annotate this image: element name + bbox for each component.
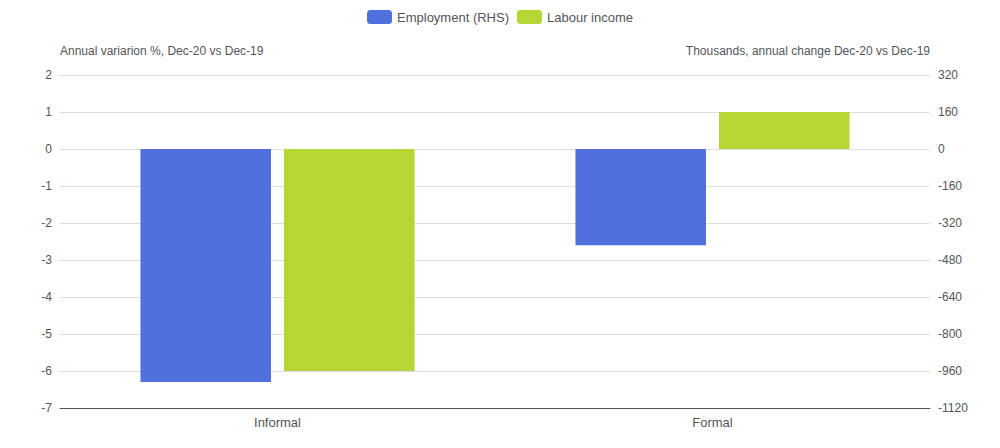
- svg-text:-2: -2: [41, 216, 52, 230]
- svg-text:Thousands, annual change Dec-2: Thousands, annual change Dec-20 vs Dec-1…: [686, 44, 930, 58]
- svg-text:-1120: -1120: [938, 401, 968, 415]
- svg-text:-960: -960: [938, 364, 962, 378]
- svg-text:-640: -640: [938, 290, 962, 304]
- svg-text:1: 1: [45, 105, 52, 119]
- svg-text:-5: -5: [41, 327, 52, 341]
- svg-text:160: 160: [938, 105, 958, 119]
- svg-text:-320: -320: [938, 216, 962, 230]
- svg-text:0: 0: [938, 142, 945, 156]
- svg-text:Formal: Formal: [692, 415, 733, 430]
- svg-text:0: 0: [45, 142, 52, 156]
- svg-text:Annual variarion %, Dec-20 vs: Annual variarion %, Dec-20 vs Dec-19: [60, 44, 264, 58]
- svg-text:320: 320: [938, 68, 958, 82]
- svg-text:-1: -1: [41, 179, 52, 193]
- svg-text:-4: -4: [41, 290, 52, 304]
- svg-text:Employment (RHS): Employment (RHS): [397, 10, 509, 25]
- svg-text:-800: -800: [938, 327, 962, 341]
- svg-text:-480: -480: [938, 253, 962, 267]
- svg-text:Labour income: Labour income: [547, 10, 633, 25]
- svg-text:-3: -3: [41, 253, 52, 267]
- svg-text:Informal: Informal: [254, 415, 301, 430]
- svg-text:-160: -160: [938, 179, 962, 193]
- svg-text:2: 2: [45, 68, 52, 82]
- svg-text:-6: -6: [41, 364, 52, 378]
- svg-text:-7: -7: [41, 401, 52, 415]
